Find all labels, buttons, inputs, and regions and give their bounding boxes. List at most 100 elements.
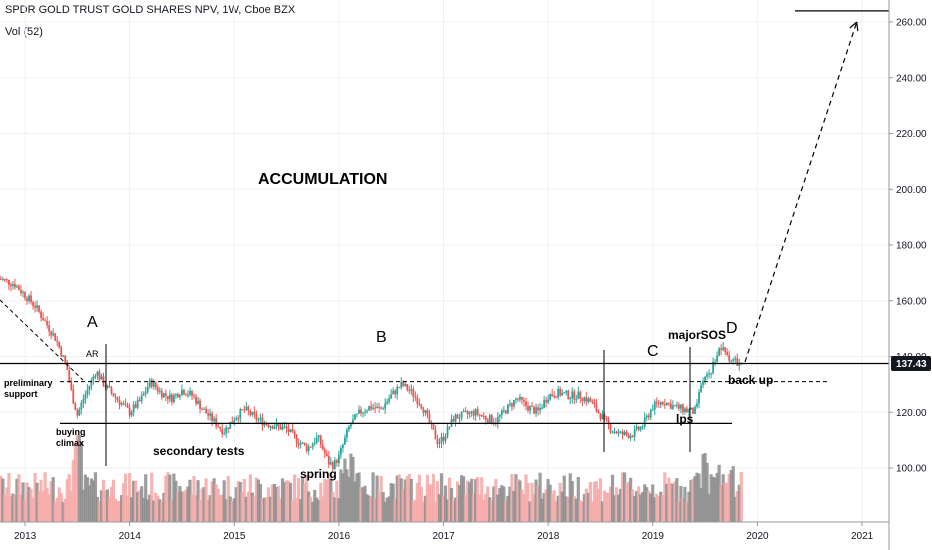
lps-label: lps bbox=[676, 412, 694, 426]
candle-body bbox=[305, 444, 308, 452]
candle-body bbox=[438, 442, 441, 444]
candle-body bbox=[303, 442, 306, 445]
volume-bar bbox=[228, 496, 232, 522]
volume-bar bbox=[550, 493, 554, 522]
candle-body bbox=[474, 409, 477, 416]
candle-body bbox=[567, 390, 570, 400]
candle-body bbox=[283, 426, 286, 428]
candle-body bbox=[557, 388, 560, 398]
volume-bar bbox=[162, 492, 166, 522]
volume-bar bbox=[254, 477, 258, 522]
candle-body bbox=[36, 305, 38, 308]
candle-body bbox=[573, 391, 576, 400]
candle-body bbox=[422, 408, 425, 413]
candle-body bbox=[358, 409, 360, 414]
candle-body bbox=[579, 391, 582, 399]
candle-body bbox=[539, 407, 541, 411]
candle-body bbox=[428, 414, 431, 423]
volume-bar bbox=[91, 480, 96, 522]
candle-body bbox=[215, 418, 218, 427]
volume-bar bbox=[160, 501, 164, 522]
candle-body bbox=[183, 389, 185, 395]
candle-body bbox=[195, 396, 197, 404]
time-tick-label: 2014 bbox=[119, 531, 142, 542]
volume-bar bbox=[691, 478, 695, 522]
candle-body bbox=[545, 400, 548, 403]
volume-bar bbox=[230, 501, 234, 522]
volume-bar bbox=[73, 443, 77, 522]
candle-body bbox=[506, 404, 509, 414]
candle-body bbox=[595, 404, 598, 411]
candle-body bbox=[541, 407, 543, 409]
volume-bar bbox=[216, 488, 220, 522]
price-tick-label: 220.00 bbox=[896, 129, 927, 140]
candle-body bbox=[158, 390, 161, 392]
candle-body bbox=[456, 414, 459, 419]
price-axis[interactable]: 100.00120.00140.00160.00180.00200.00220.… bbox=[888, 0, 927, 550]
volume-bar bbox=[647, 490, 651, 522]
candle-body bbox=[547, 399, 550, 403]
volume-bar bbox=[264, 497, 269, 522]
volume-bar bbox=[85, 477, 89, 522]
candle-body bbox=[581, 398, 584, 401]
candle-body bbox=[392, 390, 395, 395]
volume-bar bbox=[643, 484, 647, 522]
candle-body bbox=[74, 403, 77, 411]
candle-body bbox=[645, 415, 648, 418]
volume-bar bbox=[37, 491, 41, 522]
volume-bar bbox=[468, 482, 472, 522]
volume-bar bbox=[522, 494, 526, 522]
volume-bar bbox=[71, 459, 75, 522]
candle-body bbox=[46, 321, 49, 326]
candle-body bbox=[513, 399, 515, 407]
candle-body bbox=[237, 418, 240, 420]
candle-body bbox=[661, 401, 664, 405]
volume-bar bbox=[7, 472, 11, 522]
volume-bar bbox=[138, 490, 142, 522]
candle-body bbox=[0, 278, 2, 280]
volume-bar bbox=[164, 475, 168, 522]
volume-indicator-label[interactable]: Vol (52) bbox=[5, 26, 43, 38]
volume-bar bbox=[425, 474, 430, 522]
volume-bar bbox=[286, 480, 291, 522]
candle-body bbox=[617, 431, 620, 434]
candle-body bbox=[410, 389, 413, 391]
volume-bar bbox=[47, 494, 51, 522]
candle-body bbox=[523, 400, 525, 402]
volume-bar bbox=[536, 485, 540, 522]
candle-body bbox=[730, 360, 733, 362]
volume-bar bbox=[218, 494, 222, 522]
candle-body bbox=[58, 341, 61, 348]
volume-bar bbox=[480, 477, 484, 522]
candle-body bbox=[380, 407, 383, 409]
candle-body bbox=[366, 410, 368, 412]
candle-body bbox=[440, 436, 443, 443]
candle-body bbox=[412, 389, 415, 397]
volume-bar bbox=[212, 478, 216, 522]
volume-bar bbox=[381, 492, 385, 522]
candle-body bbox=[275, 423, 278, 428]
secondary-tests-label: secondary tests bbox=[153, 444, 245, 458]
volume-bar bbox=[317, 499, 321, 522]
candle-body bbox=[458, 418, 461, 420]
candle-body bbox=[62, 355, 65, 357]
volume-bar bbox=[385, 497, 389, 522]
volume-bar bbox=[41, 491, 45, 522]
volume-bar bbox=[524, 474, 528, 522]
volume-bar bbox=[192, 476, 196, 522]
volume-bar bbox=[134, 480, 138, 522]
volume-bar bbox=[214, 484, 218, 522]
candle-body bbox=[102, 376, 105, 386]
candle-body bbox=[175, 393, 177, 396]
candle-body bbox=[710, 373, 712, 375]
time-axis[interactable]: 2013 2014 2015 2016 2017 2018 2019 2020 2021 bbox=[0, 521, 889, 542]
time-tick-label: 2017 bbox=[433, 531, 456, 542]
candle-body bbox=[354, 414, 356, 420]
volume-bar bbox=[484, 493, 488, 522]
volume-bar bbox=[624, 483, 629, 522]
volume-bar bbox=[276, 486, 281, 522]
candle-body bbox=[193, 395, 195, 397]
candle-body bbox=[152, 382, 155, 387]
volume-bar bbox=[649, 493, 653, 522]
